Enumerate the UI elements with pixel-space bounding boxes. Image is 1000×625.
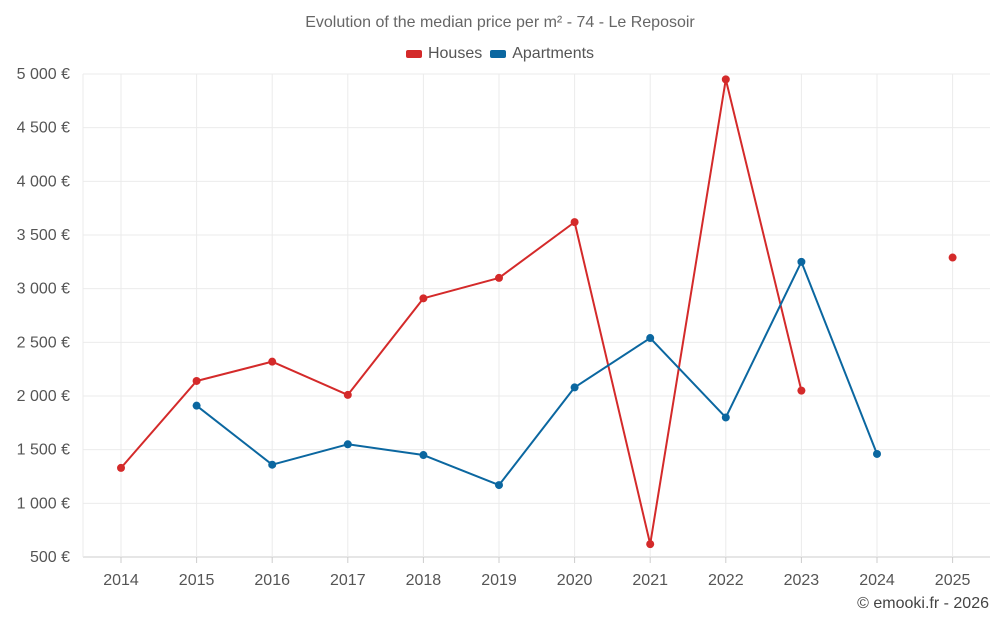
data-point-apartments-2017 (343, 440, 352, 449)
legend-label-houses: Houses (427, 45, 483, 62)
data-point-apartments-2015 (192, 401, 201, 410)
y-tick-label: 2 000 € (17, 388, 70, 405)
axis-layer: 500 € 1 000 € 1 500 € 2 000 € 2 500 € 3 000 €… (17, 66, 971, 589)
legend-item-apartments[interactable]: Apartments (490, 45, 594, 63)
data-point-houses-2022 (721, 75, 730, 84)
data-point-houses-2016 (268, 357, 277, 366)
legend: Houses Apartments (0, 45, 1000, 63)
legend-item-houses[interactable]: Houses (405, 45, 483, 63)
x-tick-label: 2022 (708, 572, 744, 589)
x-tick-label: 2019 (481, 572, 517, 589)
data-point-houses-2017 (343, 390, 352, 399)
x-tick-label: 2014 (103, 572, 139, 589)
x-tick-label: 2016 (254, 572, 290, 589)
x-tick-label: 2017 (330, 572, 366, 589)
data-point-apartments-2018 (419, 451, 428, 460)
legend-label-apartments: Apartments (512, 45, 595, 62)
data-point-apartments-2022 (721, 413, 730, 422)
x-tick-label: 2015 (179, 572, 215, 589)
data-point-houses-2020 (570, 218, 579, 227)
data-point-houses-2015 (192, 376, 201, 385)
chart-title: Evolution of the median price per m² - 7… (305, 14, 695, 31)
data-point-apartments-2021 (646, 334, 655, 343)
data-point-houses-2021 (646, 540, 655, 549)
data-point-apartments-2020 (570, 383, 579, 392)
y-tick-label: 3 500 € (17, 227, 70, 244)
data-point-apartments-2023 (797, 257, 806, 266)
data-point-houses-2019 (495, 273, 503, 282)
x-tick-label: 2021 (632, 572, 668, 589)
y-tick-label: 5 000 € (17, 66, 70, 83)
series-line-apartments (195, 260, 878, 487)
y-tick-label: 2 500 € (17, 334, 70, 351)
credit-text: © emooki.fr - 2026 (857, 595, 989, 612)
data-point-houses-2018 (419, 294, 428, 303)
series-line-houses (120, 78, 803, 546)
y-tick-label: 500 € (30, 549, 70, 566)
grid-layer (82, 73, 990, 558)
y-tick-label: 1 500 € (17, 442, 70, 459)
data-point-houses-2023 (797, 386, 806, 395)
data-point-houses-2025 (948, 253, 957, 262)
data-point-apartments-2024 (873, 449, 881, 458)
data-point-houses-2014 (117, 463, 125, 472)
y-tick-label: 4 500 € (17, 120, 70, 137)
data-point-apartments-2016 (268, 460, 277, 469)
y-tick-label: 3 000 € (17, 281, 70, 298)
x-tick-label: 2025 (935, 572, 971, 589)
x-tick-label: 2020 (557, 572, 593, 589)
series-layer (117, 75, 957, 549)
x-tick-label: 2023 (784, 572, 820, 589)
data-point-apartments-2019 (495, 481, 503, 490)
legend-swatch-houses (405, 50, 422, 58)
y-tick-label: 1 000 € (17, 495, 70, 512)
y-tick-label: 4 000 € (17, 173, 70, 190)
x-tick-label: 2018 (406, 572, 442, 589)
legend-swatch-apartments (490, 50, 507, 58)
x-tick-label: 2024 (859, 572, 895, 589)
